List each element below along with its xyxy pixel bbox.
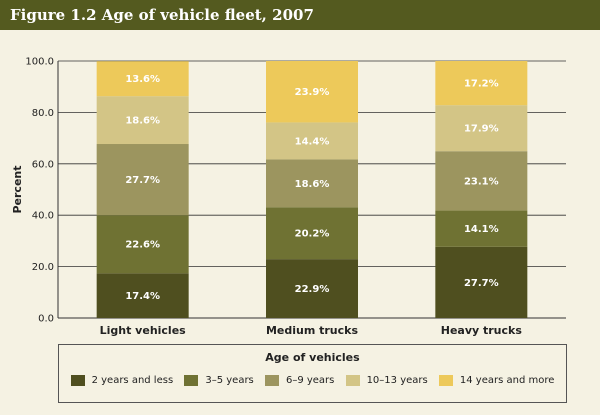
legend-swatch: [70, 375, 85, 386]
legend-label: 2 years and less: [91, 375, 174, 386]
stacked-bar-chart: 0.0 20.0 40.0 60.0 80.0 100.0 Percent 17.4% 22.6…: [11, 57, 566, 337]
bar-segment: [435, 105, 528, 152]
bar-segment: [96, 273, 189, 318]
legend-item: 2 years and less: [70, 375, 174, 386]
data-label: 14.4%: [295, 136, 330, 147]
category-label: Light vehicles: [100, 324, 187, 337]
y-tick-label: 100.0: [25, 57, 54, 68]
legend: Age of vehicles 2 years and less 3–5 year…: [58, 344, 567, 403]
data-label: 17.2%: [464, 79, 499, 90]
data-label: 27.7%: [464, 278, 499, 289]
bar-segment: [96, 61, 189, 97]
data-label: 22.6%: [125, 240, 160, 251]
bar-segment: [435, 246, 528, 318]
legend-item: 10–13 years: [345, 375, 428, 386]
data-label: 13.6%: [125, 74, 160, 85]
bar-segment: [435, 151, 528, 211]
legend-label: 3–5 years: [205, 375, 254, 386]
bar-segment: [96, 144, 189, 216]
y-tick-label: 40.0: [32, 211, 54, 222]
legend-swatch: [438, 375, 453, 386]
data-label: 18.6%: [125, 116, 160, 127]
bar-segment: [435, 61, 528, 106]
legend-label: 14 years and more: [459, 375, 555, 386]
data-label: 14.1%: [464, 224, 499, 235]
category-label: Medium trucks: [266, 324, 359, 337]
legend-item: 14 years and more: [438, 375, 555, 386]
bar-segment: [96, 96, 189, 145]
category-label: Heavy trucks: [441, 324, 523, 337]
data-label: 23.1%: [464, 176, 499, 187]
legend-items: 2 years and less 3–5 years 6–9 years 10–13 …: [59, 375, 566, 386]
legend-label: 6–9 years: [285, 375, 335, 386]
y-tick-label: 20.0: [32, 262, 54, 273]
data-label: 17.9%: [464, 124, 499, 135]
y-tick-label: 0.0: [38, 314, 54, 325]
chart-title: Figure 1.2 Age of vehicle fleet, 2007: [0, 0, 600, 30]
data-label: 20.2%: [295, 229, 330, 240]
legend-swatch: [264, 375, 279, 386]
y-tick-label: 80.0: [32, 108, 54, 119]
data-label: 18.6%: [295, 179, 330, 190]
data-label: 27.7%: [125, 175, 160, 186]
data-label: 23.9%: [295, 87, 330, 98]
legend-item: 3–5 years: [184, 375, 254, 386]
bar-segment: [266, 61, 358, 123]
legend-swatch: [345, 375, 360, 386]
bar-segment: [96, 215, 189, 274]
legend-label: 10–13 years: [366, 375, 428, 386]
data-label: 17.4%: [125, 291, 160, 302]
bar-segment: [266, 259, 358, 318]
legend-swatch: [184, 375, 199, 386]
legend-title: Age of vehicles: [265, 351, 360, 364]
legend-item: 6–9 years: [264, 375, 335, 386]
data-label: 22.9%: [295, 284, 330, 295]
y-tick-label: 60.0: [32, 159, 54, 170]
bar-segment: [266, 159, 358, 208]
y-axis-label: Percent: [11, 165, 24, 213]
bar-segment: [266, 122, 358, 160]
bar-segment: [435, 210, 528, 247]
bar-segment: [266, 207, 358, 260]
